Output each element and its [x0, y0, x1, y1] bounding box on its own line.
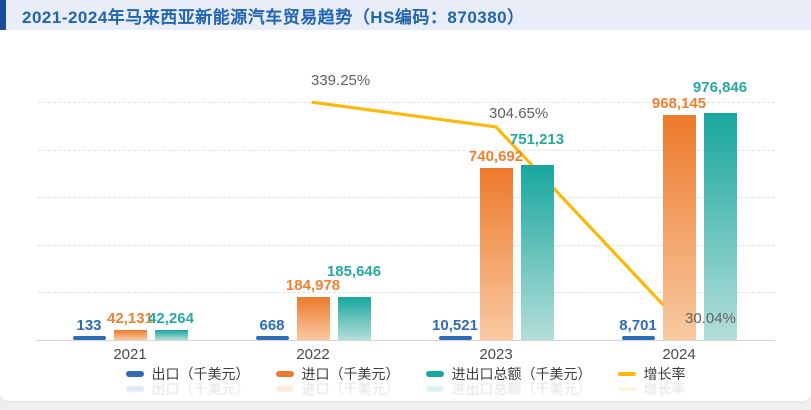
bar-export-2021: [72, 336, 106, 340]
value-label-import-2023: 740,692: [468, 147, 524, 165]
x-axis-line: [36, 340, 775, 341]
legend-item-total[interactable]: 进出口总额（千美元）: [425, 366, 592, 382]
bar-total-2021: [154, 330, 188, 340]
value-label-export-2021: 133: [76, 317, 102, 334]
legend-swatch-icon: [425, 371, 444, 377]
bar-import-2023: [479, 167, 513, 340]
bar-total-2024: [703, 113, 737, 340]
value-label-import-2021: 42,131: [107, 310, 153, 328]
legend-label: 出口（千美元）: [151, 366, 250, 382]
value-label-export-2022: 668: [259, 317, 285, 334]
legend-item-import[interactable]: 进口（千美元）: [275, 366, 400, 382]
title-accent-bar: [0, 0, 6, 30]
growth-rate-label-2024: 30.04%: [685, 309, 736, 327]
value-label-total-2024: 976,846: [692, 79, 748, 96]
legend-label: 增长率: [643, 381, 686, 397]
legend-label: 进口（千美元）: [301, 381, 400, 397]
value-label-total-2023: 751,213: [509, 131, 565, 149]
chart-title-bar: 2021-2024年马来西亚新能源汽车贸易趋势（HS编码：870380）: [0, 0, 811, 30]
value-label-export-2023: 10,521: [432, 317, 478, 334]
x-axis-label-2023: 2023: [479, 346, 513, 363]
legend-label: 进出口总额（千美元）: [451, 381, 592, 397]
chart-title: 2021-2024年马来西亚新能源汽车贸易趋势（HS编码：870380）: [22, 7, 525, 27]
legend-item-growth-rate: 增长率: [617, 381, 686, 397]
bar-import-2024: [662, 115, 696, 340]
value-label-export-2024: 8,701: [619, 317, 657, 334]
x-axis-label-2021: 2021: [113, 346, 147, 363]
bar-import-2022: [296, 297, 330, 340]
legend-swatch-icon: [125, 386, 144, 392]
legend-swatch-icon: [617, 387, 636, 391]
bar-export-2023: [438, 336, 472, 340]
bar-total-2022: [337, 296, 371, 340]
chart-card: 2021-2024年马来西亚新能源汽车贸易趋势（HS编码：870380） 133…: [0, 0, 811, 401]
legend-swatch-icon: [275, 386, 294, 392]
bar-export-2024: [621, 336, 655, 340]
legend-label: 进出口总额（千美元）: [451, 366, 592, 382]
legend-label: 进口（千美元）: [301, 366, 400, 382]
bar-total-2023: [520, 165, 554, 340]
x-axis-label-2024: 2024: [662, 346, 696, 363]
value-label-total-2022: 185,646: [326, 262, 382, 280]
x-axis-label-2022: 2022: [296, 346, 330, 363]
legend-item-total: 进出口总额（千美元）: [425, 381, 592, 397]
legend-item-import: 进口（千美元）: [275, 381, 400, 397]
value-label-import-2022: 184,978: [285, 277, 341, 294]
legend-swatch-icon: [125, 371, 144, 377]
value-label-total-2021: 42,264: [148, 310, 194, 328]
legend: 出口（千美元） 进口（千美元） 进出口总额（千美元） 增长率: [0, 366, 811, 382]
bar-import-2021: [113, 330, 147, 340]
legend-swatch-icon: [617, 372, 636, 376]
growth-rate-label-2022: 339.25%: [311, 72, 371, 90]
legend-label: 增长率: [643, 366, 686, 382]
legend-item-growth-rate[interactable]: 增长率: [617, 366, 686, 382]
legend-item-export[interactable]: 出口（千美元）: [125, 366, 250, 382]
legend-item-export: 出口（千美元）: [125, 381, 250, 397]
legend-swatch-icon: [275, 371, 294, 377]
value-label-import-2024: 968,145: [651, 95, 707, 113]
legend-swatch-icon: [425, 386, 444, 392]
legend-label: 出口（千美元）: [151, 381, 250, 397]
plot-area: 133 42,131 42,264 2021 668 184,978 185,646 339.…: [36, 72, 775, 363]
bar-export-2022: [255, 336, 289, 340]
legend-ghost-reflection: 出口（千美元） 进口（千美元） 进出口总额（千美元） 增长率: [0, 381, 811, 397]
growth-rate-label-2023: 304.65%: [489, 104, 549, 122]
